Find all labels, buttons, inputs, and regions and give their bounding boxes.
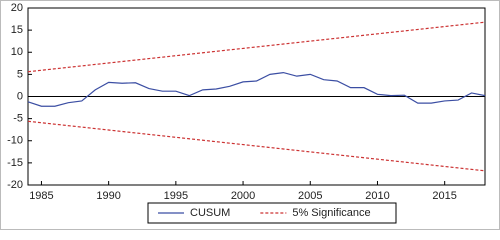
x-tick-label: 2010 <box>365 190 389 202</box>
y-tick-label: -15 <box>7 157 23 169</box>
legend-label: 5% Significance <box>292 207 370 219</box>
y-tick-label: 0 <box>17 90 23 102</box>
series-line <box>27 21 486 73</box>
y-tick-label: -20 <box>7 179 23 191</box>
series-line <box>27 71 486 107</box>
x-tick-label: 2005 <box>298 190 322 202</box>
x-tick-label: 2015 <box>432 190 456 202</box>
x-tick-label: 1995 <box>164 190 188 202</box>
y-tick-label: 5 <box>17 68 23 80</box>
legend-label: CUSUM <box>190 207 230 219</box>
y-tick-label: -10 <box>7 135 23 147</box>
y-tick-label: 10 <box>11 46 23 58</box>
x-tick-label: 1985 <box>29 190 53 202</box>
y-tick-label: 20 <box>11 2 23 14</box>
x-tick-label: 2000 <box>231 190 255 202</box>
y-tick-label: 15 <box>11 24 23 36</box>
chart: -20 -15 -10 -5 0 5 10 15 20 1985 1990 1995 2000 2005 2… <box>0 0 500 230</box>
y-tick-label: -5 <box>13 113 23 125</box>
x-tick-label: 1990 <box>96 190 120 202</box>
series-line <box>27 120 486 172</box>
